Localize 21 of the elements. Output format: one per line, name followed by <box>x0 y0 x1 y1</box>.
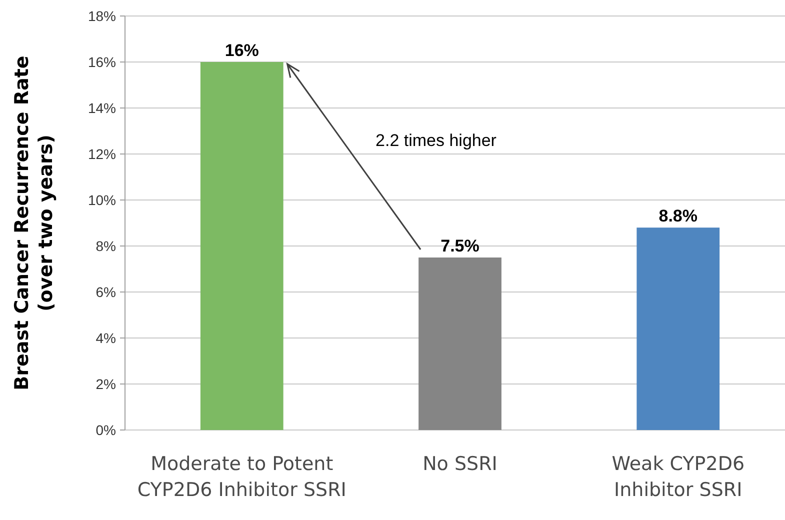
x-tick-label: Weak CYP2D6 Inhibitor SSRI <box>612 453 745 501</box>
data-label: 16% <box>224 41 259 60</box>
bar <box>418 258 502 430</box>
y-tick-label: 10% <box>88 192 116 208</box>
y-tick-label: 6% <box>96 284 116 300</box>
y-tick-label: 8% <box>96 238 116 254</box>
x-tick-label: Moderate to Potent CYP2D6 Inhibitor SSRI <box>137 453 346 501</box>
y-tick-label: 12% <box>88 146 116 162</box>
y-tick-label: 16% <box>88 54 116 70</box>
y-tick-label: 0% <box>96 422 116 438</box>
y-tick-label: 14% <box>88 100 116 116</box>
y-tick-label: 2% <box>96 376 116 392</box>
bar <box>636 228 720 430</box>
y-axis-title: Breast Cancer Recurrence Rate (over two years) <box>11 56 57 390</box>
data-label: 8.8% <box>658 206 698 226</box>
x-tick-label: No SSRI <box>422 453 498 475</box>
annotation: 2.2 times higher <box>376 131 497 150</box>
data-label: 7.5% <box>440 236 480 256</box>
y-tick-label: 4% <box>96 330 116 346</box>
y-tick-label: 18% <box>88 8 116 24</box>
bar <box>200 62 284 430</box>
